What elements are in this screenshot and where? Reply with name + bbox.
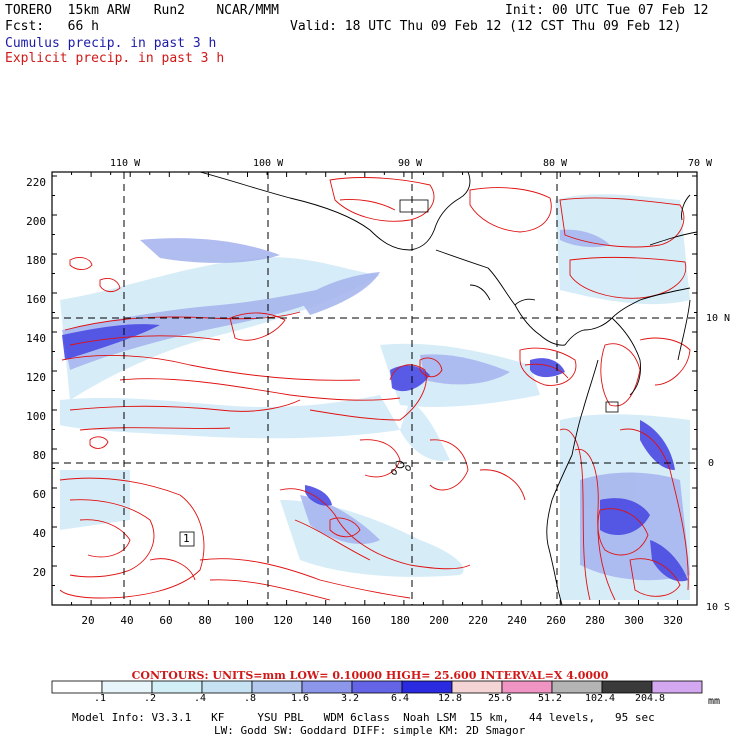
model-info: Model Info: V3.3.1 KF YSU PBL WDM 6class… xyxy=(72,711,655,724)
colorbar-label: .2 xyxy=(143,693,157,704)
colorbar-swatch xyxy=(301,680,353,694)
colorbar-swatch xyxy=(401,680,453,694)
x-tick: 100 xyxy=(234,614,254,627)
lon-label-80w: 80 W xyxy=(543,158,568,169)
colorbar-label: 12.8 xyxy=(437,693,463,704)
lat-lon-grid xyxy=(52,172,697,605)
colorbar-swatch xyxy=(651,680,703,694)
galapagos-islands xyxy=(391,460,411,475)
lat-label-10s: 10 S xyxy=(706,602,731,613)
colorbar-label: .1 xyxy=(93,693,107,704)
colorbar-label: 102.4 xyxy=(584,693,616,704)
x-tick: 180 xyxy=(390,614,410,627)
y-tick: 200 xyxy=(26,215,46,228)
precip-fields xyxy=(60,194,690,600)
x-tick: 280 xyxy=(585,614,605,627)
y-tick: 120 xyxy=(26,371,46,384)
lat-label-10n: 10 N xyxy=(706,313,731,324)
colorbar-swatch xyxy=(451,680,503,694)
x-tick: 80 xyxy=(198,614,212,627)
station-box xyxy=(179,531,195,547)
colorbar-swatch xyxy=(551,680,603,694)
y-tick: 40 xyxy=(32,527,46,540)
colorbar-swatch xyxy=(201,680,253,694)
init-time: Init: 00 UTC Tue 07 Feb 12 xyxy=(505,3,709,18)
colorbar-label: .4 xyxy=(193,693,207,704)
model-title: TORERO 15km ARW Run2 NCAR/MMM xyxy=(5,3,279,18)
colorbar-label: .8 xyxy=(243,693,257,704)
forecast-hour: Fcst: 66 h xyxy=(5,19,99,34)
colorbar-label: 6.4 xyxy=(390,693,410,704)
colorbar-swatch xyxy=(251,680,303,694)
nest-box-north xyxy=(399,199,429,213)
heavy-precip-areas xyxy=(62,324,688,582)
y-tick: 140 xyxy=(26,332,46,345)
y-tick: 20 xyxy=(32,566,46,579)
colorbar-label: 51.2 xyxy=(537,693,563,704)
colorbar-unit: mm xyxy=(708,696,721,707)
x-tick: 320 xyxy=(663,614,683,627)
colorbar-label: 25.6 xyxy=(487,693,513,704)
colorbar-swatch xyxy=(501,680,553,694)
x-tick: 20 xyxy=(81,614,95,627)
colorbar-label: 204.8 xyxy=(634,693,666,704)
explicit-legend-label: Explicit precip. in past 3 h xyxy=(5,51,225,66)
x-tick: 300 xyxy=(624,614,644,627)
x-tick: 140 xyxy=(312,614,332,627)
colorbar-label: 3.2 xyxy=(340,693,360,704)
lon-label-110w: 110 W xyxy=(110,158,141,169)
colorbar-swatch xyxy=(51,680,103,694)
x-tick: 40 xyxy=(120,614,134,627)
x-tick: 220 xyxy=(468,614,488,627)
x-tick: 60 xyxy=(159,614,173,627)
colorbar xyxy=(51,680,703,694)
y-tick: 160 xyxy=(26,293,46,306)
x-tick: 240 xyxy=(507,614,527,627)
y-tick: 220 xyxy=(26,176,46,189)
x-tick: 200 xyxy=(429,614,449,627)
axis-ticks xyxy=(51,172,697,606)
colorbar-swatch xyxy=(101,680,153,694)
explicit-precip-contours xyxy=(59,177,691,601)
nest-box-east xyxy=(605,401,619,413)
lon-label-90w: 90 W xyxy=(398,158,423,169)
cumulus-legend-label: Cumulus precip. in past 3 h xyxy=(5,36,217,51)
y-tick: 180 xyxy=(26,254,46,267)
y-tick: 100 xyxy=(26,410,46,423)
valid-time: Valid: 18 UTC Thu 09 Feb 12 (12 CST Thu … xyxy=(290,19,682,34)
contours-info: CONTOURS: UNITS=mm LOW= 0.10000 HIGH= 25… xyxy=(131,669,609,682)
lon-label-100w: 100 W xyxy=(253,158,284,169)
colorbar-label: 1.6 xyxy=(290,693,310,704)
x-tick: 160 xyxy=(351,614,371,627)
colorbar-swatch xyxy=(151,680,203,694)
x-tick: 120 xyxy=(273,614,293,627)
colorbar-swatch xyxy=(351,680,403,694)
lon-label-70w: 70 W xyxy=(688,158,713,169)
colorbar-swatch xyxy=(601,680,653,694)
coastline xyxy=(199,172,697,605)
y-tick: 60 xyxy=(32,488,46,501)
station-box-label: 1 xyxy=(183,532,190,545)
lat-label-0: 0 xyxy=(708,458,715,469)
physics-info: LW: Godd SW: Goddard DIFF: simple KM: 2D… xyxy=(214,724,526,737)
map-frame xyxy=(51,171,698,606)
y-tick: 80 xyxy=(32,449,46,462)
x-tick: 260 xyxy=(546,614,566,627)
